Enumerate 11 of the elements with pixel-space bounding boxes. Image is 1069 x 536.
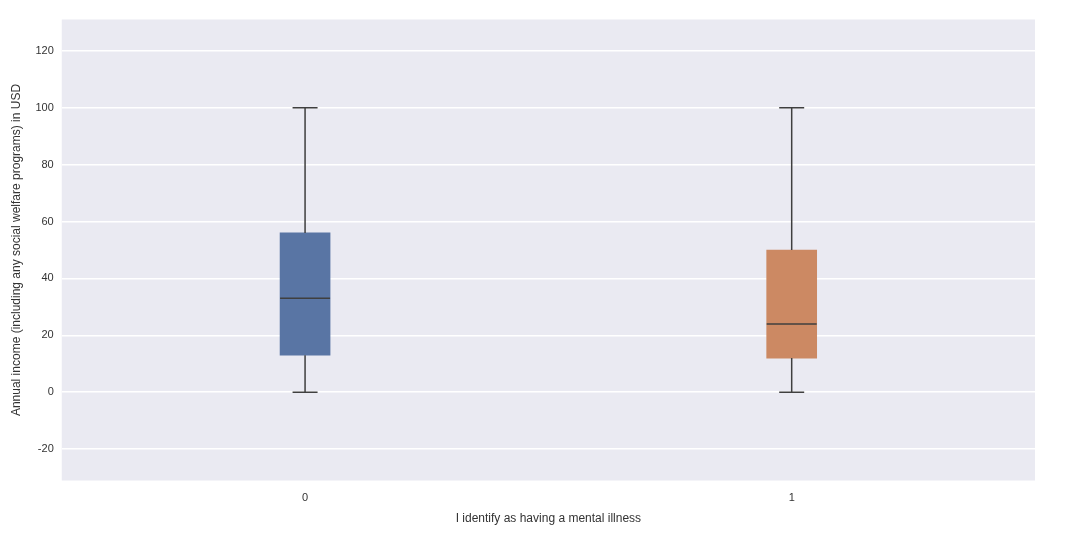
y-axis-title: Annual income (including any social welfare programs) in USD: [8, 83, 23, 417]
y-tick-label: 0: [47, 385, 54, 398]
y-tick-label: 80: [41, 157, 54, 170]
y-tick-label: 60: [41, 214, 54, 227]
y-tick-label: 120: [35, 43, 54, 56]
y-tick-label: -20: [37, 442, 54, 455]
x-axis-title: I identify as having a mental illness: [455, 511, 642, 526]
y-tick-label: 20: [41, 328, 54, 341]
y-tick-label: 40: [41, 271, 54, 284]
y-tick-label: 100: [35, 100, 54, 113]
x-tick-label: 1: [788, 491, 795, 504]
